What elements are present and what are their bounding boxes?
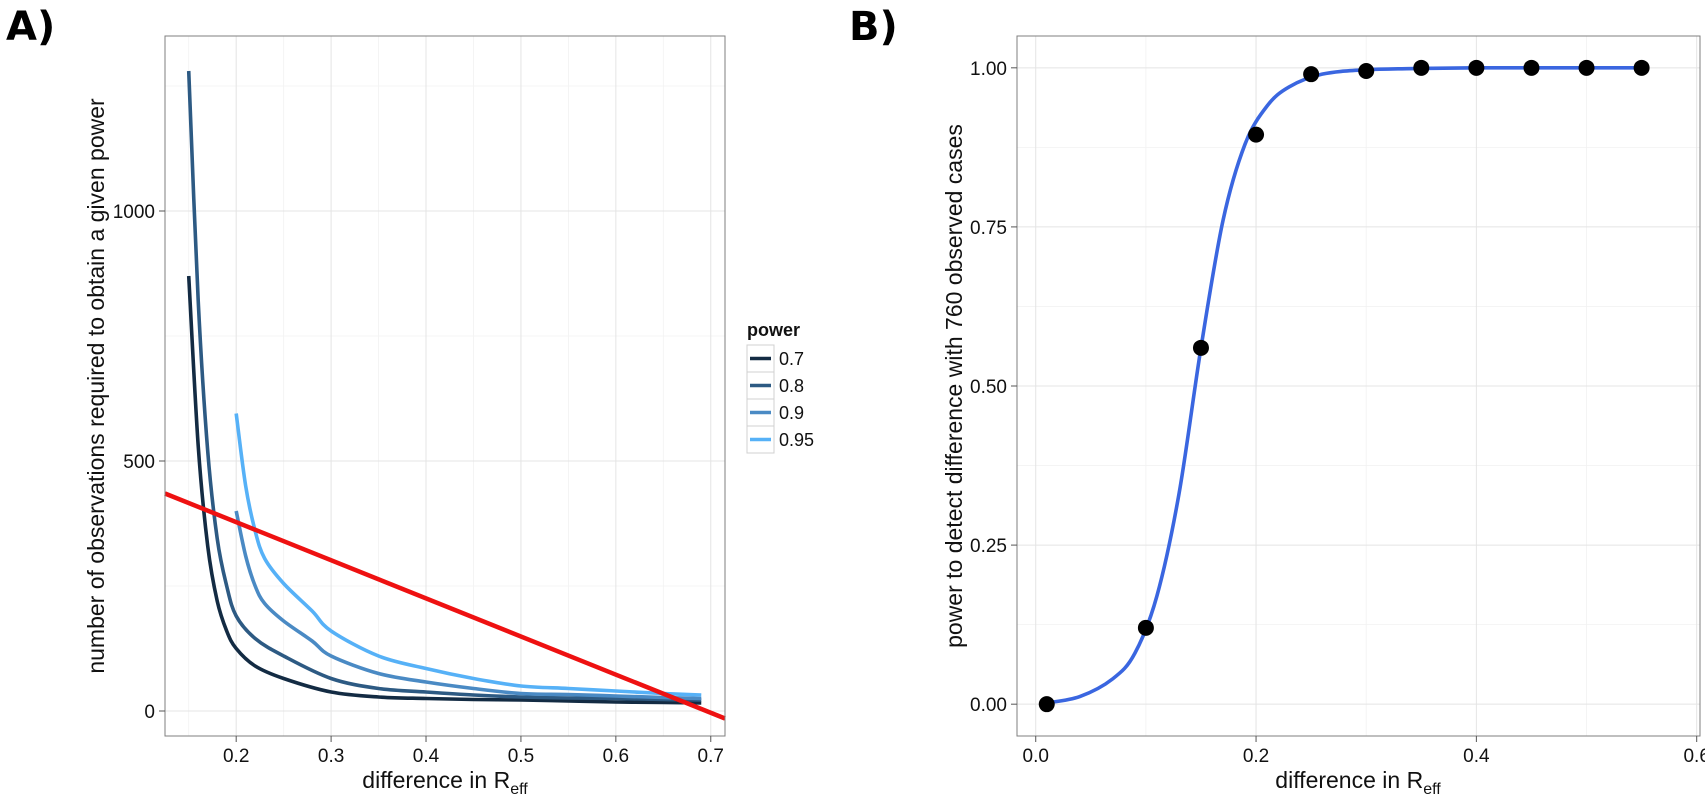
y-tick-label: 1.00	[970, 59, 1007, 80]
data-point	[1192, 339, 1209, 356]
y-tick-label: 0	[144, 702, 155, 723]
panel-a: A) 0.2 0.3 0.4 0.5 0.6 0.7 0 500 1000 differenc…	[6, 4, 814, 798]
legend-title: power	[747, 320, 800, 340]
panel-b-points	[1038, 59, 1650, 713]
panel-b: B) 0.0 0.2 0.4 0.6 0.00 0.25 0.50 0.75 1.00 dif…	[849, 4, 1705, 798]
y-tick-label: 0.75	[970, 218, 1007, 239]
x-tick-label: 0.6	[1683, 746, 1705, 767]
y-tick-label: 500	[123, 452, 155, 473]
x-tick-label: 0.4	[1463, 746, 1490, 767]
x-tick-label: 0.4	[413, 746, 440, 767]
panel-a-border	[164, 35, 726, 737]
panel-a-y-axis-title: number of observations required to obtai…	[83, 98, 109, 674]
legend-items: 0.7 0.8 0.9 0.95	[746, 344, 814, 454]
panel-b-y-axis-title: power to detect difference with 760 obse…	[941, 124, 967, 648]
panel-a-y-ticks: 0 500 1000	[113, 202, 165, 723]
panel-a-label: A)	[6, 4, 55, 50]
y-tick-label: 0.50	[970, 377, 1007, 398]
data-point	[1633, 59, 1650, 76]
x-tick-label: 0.2	[1243, 746, 1269, 767]
legend: power 0.7 0.8 0.9 0.95	[746, 320, 814, 454]
data-point	[1413, 59, 1430, 76]
legend-label: 0.8	[779, 376, 804, 396]
y-tick-label: 1000	[113, 202, 155, 223]
data-point	[1038, 696, 1055, 713]
panel-a-x-axis-title-main: difference in R	[362, 767, 510, 793]
fit-curve	[1046, 65, 1642, 705]
series-line-0.95	[234, 413, 702, 697]
legend-label: 0.95	[779, 430, 814, 450]
data-point	[1358, 63, 1375, 79]
x-tick-label: 0.5	[508, 746, 534, 767]
panel-b-label: B)	[849, 4, 898, 50]
data-point	[1303, 66, 1320, 83]
x-tick-label: 0.6	[603, 746, 629, 767]
panel-b-x-axis-title-main: difference in R	[1275, 767, 1423, 793]
panel-b-x-axis-title: difference in Reff	[1275, 767, 1441, 798]
series-line-0.7	[186, 275, 702, 705]
panel-b-major-grid	[1017, 36, 1700, 736]
panel-b-x-axis-title-sub: eff	[1423, 781, 1441, 798]
panel-b-fit	[1046, 65, 1642, 705]
legend-label: 0.7	[779, 349, 804, 369]
data-point	[1523, 59, 1540, 76]
data-point	[1137, 619, 1154, 636]
data-point	[1248, 126, 1265, 143]
y-tick-label: 0.00	[970, 695, 1007, 716]
panel-a-x-axis-title-sub: eff	[510, 781, 528, 798]
panel-a-minor-grid	[165, 36, 725, 736]
y-tick-label: 0.25	[970, 536, 1007, 557]
panel-a-x-ticks: 0.2 0.3 0.4 0.5 0.6 0.7	[223, 736, 724, 767]
panel-b-y-ticks: 0.00 0.25 0.50 0.75 1.00	[970, 59, 1017, 716]
x-tick-label: 0.2	[223, 746, 249, 767]
series-line-0.9	[234, 510, 702, 701]
x-tick-label: 0.0	[1023, 746, 1049, 767]
x-tick-label: 0.7	[698, 746, 724, 767]
panel-a-x-axis-title: difference in Reff	[362, 767, 528, 798]
panel-a-series	[186, 70, 702, 705]
panel-b-x-ticks: 0.0 0.2 0.4 0.6	[1023, 736, 1705, 767]
reference-line	[164, 491, 726, 721]
series-line-0.8	[186, 70, 702, 702]
x-tick-label: 0.3	[318, 746, 344, 767]
legend-label: 0.9	[779, 403, 804, 423]
data-point	[1468, 59, 1485, 76]
panel-a-reference	[164, 491, 726, 721]
data-point	[1578, 59, 1595, 76]
